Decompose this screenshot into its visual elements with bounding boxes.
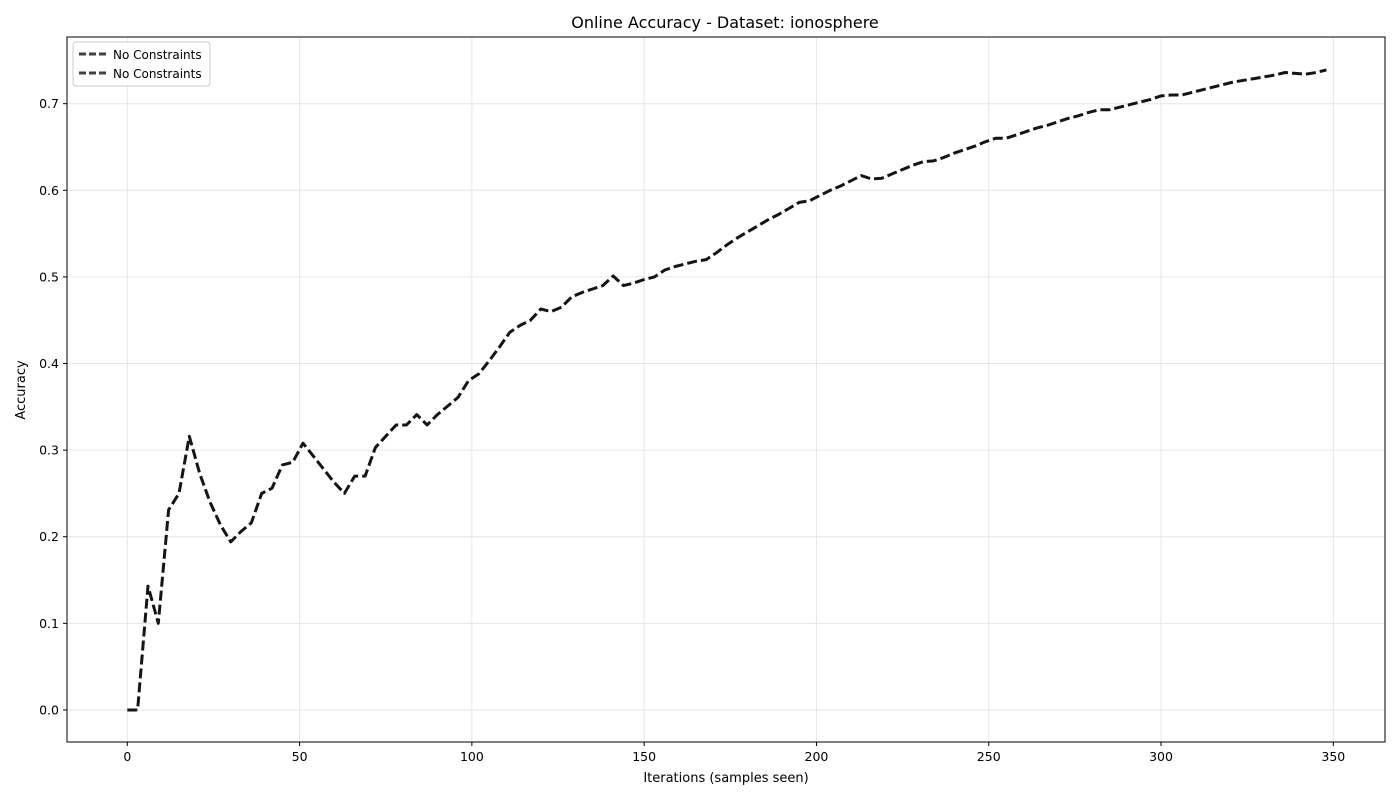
legend: No Constraints No Constraints [72, 41, 211, 87]
x-tick-label: 0 [123, 749, 131, 764]
x-axis-label: Iterations (samples seen) [643, 771, 808, 786]
y-tick-label: 0.4 [39, 356, 59, 371]
y-axis-ticks: 0.0 0.1 0.2 0.3 0.4 0.5 0.6 0.7 [39, 96, 67, 717]
legend-label-1: No Constraints [113, 48, 202, 62]
series-layer [127, 68, 1327, 712]
x-tick-label: 350 [1321, 749, 1345, 764]
grid [67, 37, 1385, 742]
x-axis-ticks: 0 50 100 150 200 250 300 350 [123, 742, 1345, 764]
x-tick-label: 200 [805, 749, 829, 764]
y-axis-label: Accuracy [14, 360, 29, 420]
legend-label-2: No Constraints [113, 67, 202, 81]
x-tick-label: 150 [632, 749, 656, 764]
y-tick-label: 0.1 [39, 616, 59, 631]
y-tick-label: 0.3 [39, 443, 59, 458]
y-tick-label: 0.5 [39, 269, 59, 284]
y-tick-label: 0.0 [39, 702, 59, 717]
x-tick-label: 100 [460, 749, 484, 764]
series-line [127, 68, 1327, 712]
y-tick-label: 0.2 [39, 529, 59, 544]
chart-title: Online Accuracy - Dataset: ionosphere [571, 13, 879, 32]
x-tick-label: 50 [292, 749, 308, 764]
x-tick-label: 250 [977, 749, 1001, 764]
legend-box [72, 41, 211, 87]
y-tick-label: 0.7 [39, 96, 59, 111]
x-tick-label: 300 [1149, 749, 1173, 764]
plot-frame [66, 36, 1386, 743]
y-tick-label: 0.6 [39, 183, 59, 198]
